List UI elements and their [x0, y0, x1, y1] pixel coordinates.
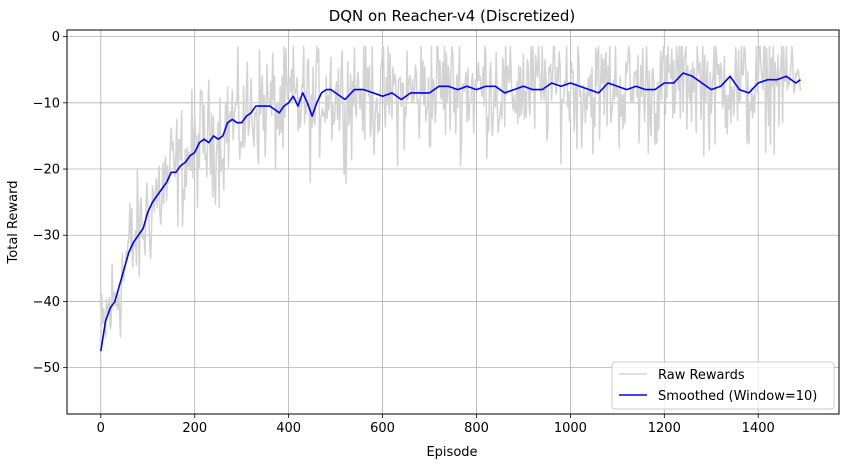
x-tick-label: 1200: [648, 421, 681, 436]
legend-smoothed-label: Smoothed (Window=10): [658, 389, 817, 404]
x-tick-label: 400: [276, 421, 301, 436]
y-tick-label: −30: [33, 229, 60, 244]
x-tick-label: 1400: [742, 421, 775, 436]
chart-title: DQN on Reacher-v4 (Discretized): [329, 7, 576, 25]
y-tick-label: −40: [33, 295, 60, 310]
x-axis-label: Episode: [426, 445, 477, 460]
y-axis-label: Total Reward: [6, 181, 21, 265]
smoothed-series: [100, 72, 801, 352]
y-tick-label: −10: [33, 96, 60, 111]
legend-raw-label: Raw Rewards: [658, 368, 745, 383]
x-tick-label: 1000: [554, 421, 587, 436]
legend-box: [611, 361, 835, 410]
plot-frame: [66, 29, 840, 415]
y-axis-ticks: 0 −10 −20 −30 −40 −50: [33, 30, 67, 376]
y-tick-label: 0: [52, 30, 60, 45]
x-tick-label: 600: [370, 421, 395, 436]
x-tick-label: 200: [182, 421, 207, 436]
x-tick-label: 0: [97, 421, 105, 436]
x-axis-ticks: 0 200 400 600 800 1000 1200 1400: [97, 414, 775, 436]
smoothed-rewards-line: [100, 72, 801, 352]
x-tick-label: 800: [464, 421, 489, 436]
y-tick-label: −20: [33, 163, 60, 178]
y-tick-label: −50: [33, 361, 60, 376]
legend: Raw Rewards Smoothed (Window=10): [611, 361, 835, 410]
